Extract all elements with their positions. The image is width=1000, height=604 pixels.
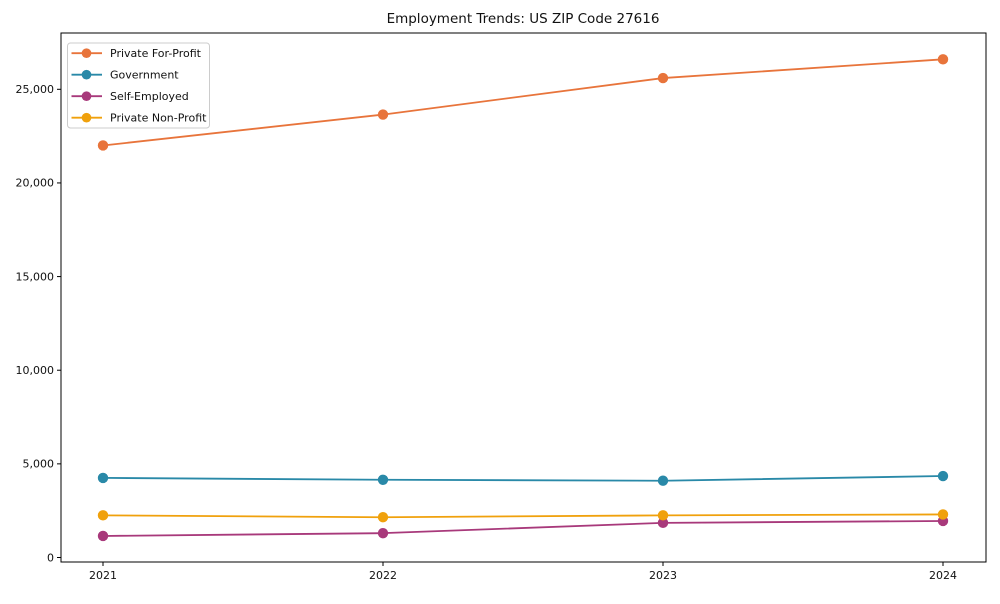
y-tick-label: 0: [47, 551, 54, 564]
y-tick-label: 5,000: [23, 458, 55, 471]
data-point-government-2024: [937, 470, 949, 482]
data-point-government-2022: [377, 474, 389, 485]
data-point-private-non-profit-2023: [657, 510, 669, 521]
x-tick-label: 2024: [929, 569, 957, 582]
legend-marker-dot-private-non-profit: [81, 112, 92, 123]
chart-title: Employment Trends: US ZIP Code 27616: [387, 11, 660, 27]
data-point-government-2023: [657, 475, 669, 486]
data-point-self-employed-2023: [657, 517, 669, 529]
series-line-government: [102, 475, 944, 482]
data-point-private-for-profit-2024: [937, 54, 949, 65]
data-point-private-non-profit-2024: [937, 509, 949, 520]
x-tick-label: 2022: [369, 569, 397, 582]
data-point-private-for-profit-2021: [97, 140, 109, 151]
x-tick-label: 2021: [89, 569, 117, 582]
series-line-self-employed: [102, 520, 944, 537]
data-point-private-non-profit-2021: [97, 510, 109, 521]
data-point-government-2021: [97, 472, 109, 484]
legend-label-government: Government: [110, 69, 179, 82]
data-point-self-employed-2022: [377, 527, 389, 539]
y-axis: 0 5,000 10,000 15,000 20,000 25,000: [16, 83, 61, 564]
legend-label-self-employed: Self-Employed: [110, 90, 189, 103]
x-tick-label: 2023: [649, 569, 677, 582]
legend-marker-dot-private-for-profit: [81, 48, 92, 58]
series-line-private-non-profit: [102, 513, 944, 519]
data-point-private-non-profit-2022: [377, 512, 389, 523]
legend-label-private-non-profit: Private Non-Profit: [110, 112, 207, 125]
y-tick-label: 15,000: [16, 270, 55, 283]
legend-box: [67, 42, 210, 129]
x-axis: 2021 2022 2023 2024: [89, 562, 957, 582]
data-point-private-for-profit-2022: [377, 109, 389, 120]
legend-label-private-for-profit: Private For-Profit: [110, 47, 202, 60]
y-tick-label: 25,000: [16, 83, 55, 96]
plot-border: [60, 32, 987, 563]
legend-marker-dot-self-employed: [81, 91, 92, 101]
series-lines: [97, 54, 949, 542]
y-tick-label: 20,000: [16, 177, 55, 190]
y-tick-label: 10,000: [16, 364, 55, 377]
data-point-private-for-profit-2023: [657, 72, 669, 84]
data-point-self-employed-2021: [97, 530, 109, 542]
series-line-private-for-profit: [102, 58, 944, 147]
legend: Private For-Profit Government Self-Employe…: [67, 42, 210, 129]
legend-marker-dot-government: [81, 69, 92, 80]
